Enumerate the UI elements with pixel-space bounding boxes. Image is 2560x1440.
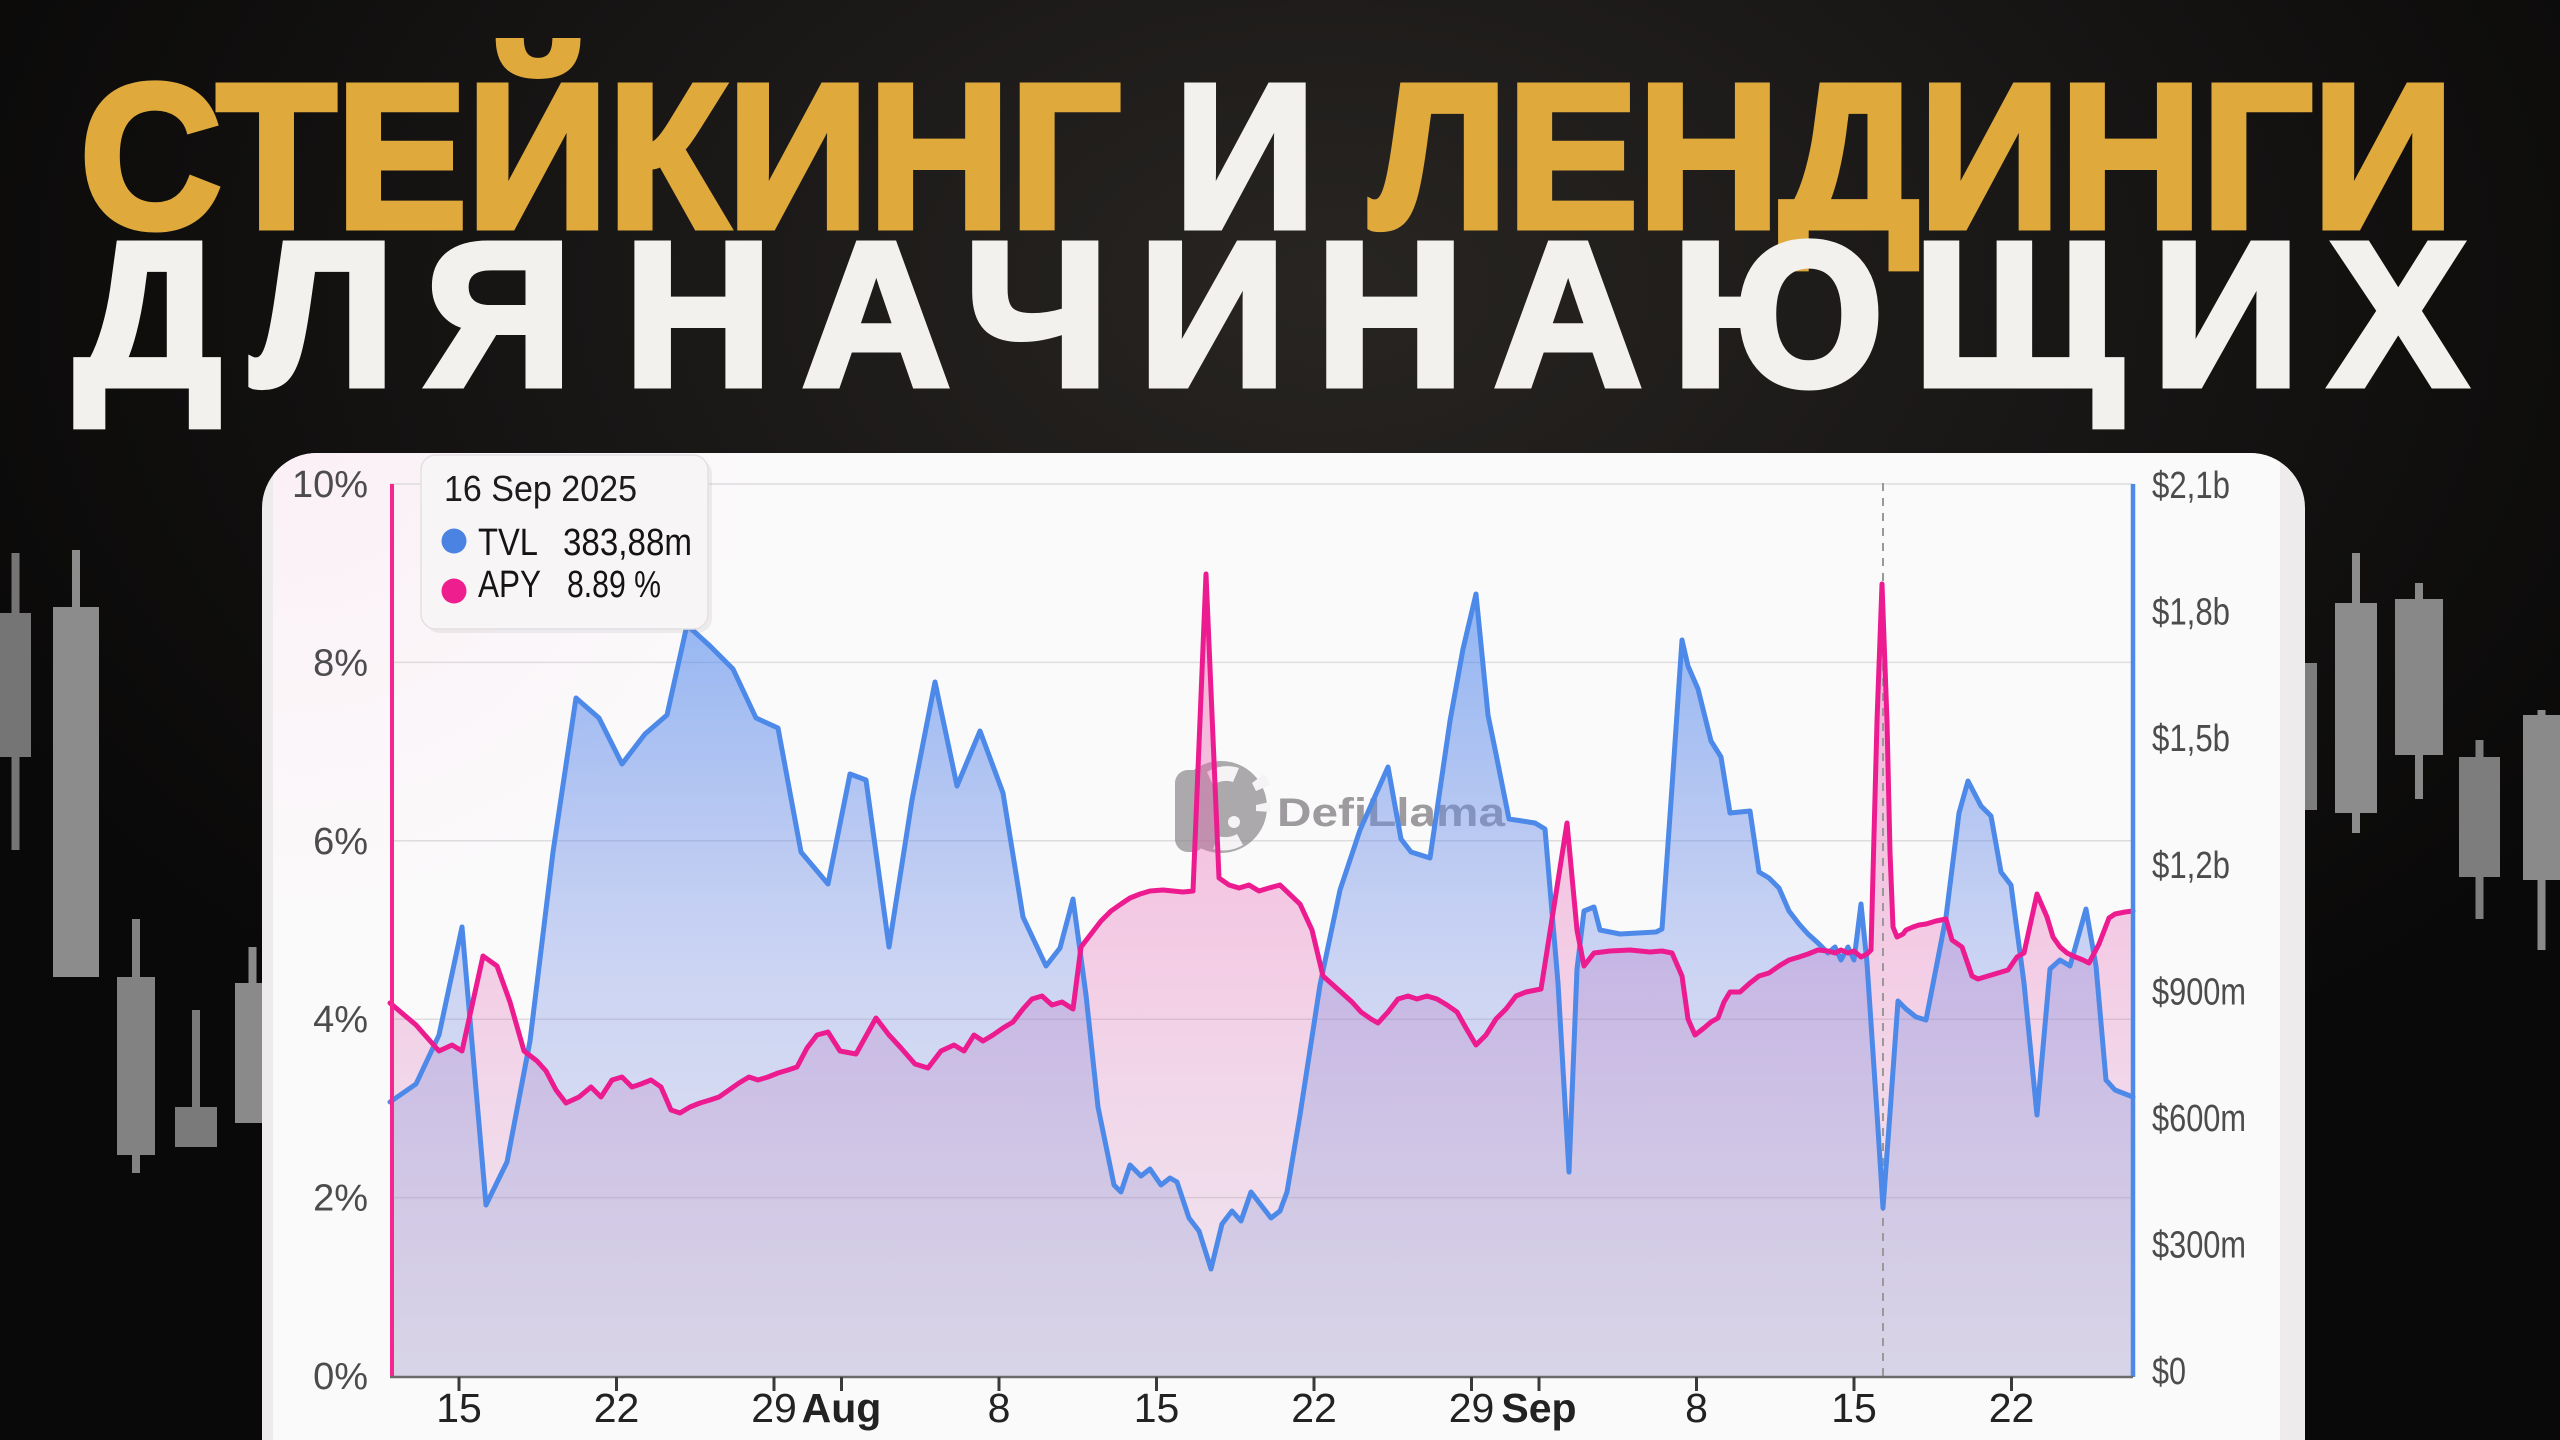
- svg-text:15: 15: [436, 1385, 482, 1431]
- svg-text:29: 29: [751, 1385, 797, 1431]
- svg-text:APY: APY: [478, 564, 541, 606]
- svg-text:Sep: Sep: [1501, 1385, 1576, 1431]
- svg-text:16 Sep 2025: 16 Sep 2025: [444, 468, 637, 509]
- svg-text:8: 8: [988, 1385, 1011, 1431]
- svg-text:$300m: $300m: [2152, 1225, 2246, 1267]
- svg-text:15: 15: [1134, 1385, 1180, 1431]
- svg-text:0%: 0%: [313, 1356, 368, 1398]
- svg-text:8: 8: [1685, 1385, 1708, 1431]
- svg-text:2%: 2%: [313, 1178, 368, 1220]
- svg-text:22: 22: [594, 1385, 640, 1431]
- svg-text:Aug: Aug: [802, 1385, 882, 1431]
- svg-text:10%: 10%: [292, 464, 368, 506]
- svg-text:22: 22: [1291, 1385, 1337, 1431]
- svg-text:$900m: $900m: [2152, 971, 2246, 1013]
- svg-text:$1,5b: $1,5b: [2152, 718, 2230, 760]
- svg-text:22: 22: [1989, 1385, 2035, 1431]
- svg-text:15: 15: [1831, 1385, 1877, 1431]
- svg-text:8%: 8%: [313, 642, 368, 684]
- svg-text:$600m: $600m: [2152, 1098, 2246, 1140]
- svg-text:TVL: TVL: [478, 522, 538, 564]
- svg-text:$1,8b: $1,8b: [2152, 592, 2230, 634]
- svg-text:$2,1b: $2,1b: [2152, 465, 2230, 507]
- svg-text:29: 29: [1449, 1385, 1495, 1431]
- svg-text:8.89 %: 8.89 %: [567, 564, 661, 606]
- svg-text:$0: $0: [2152, 1351, 2186, 1393]
- svg-text:4%: 4%: [313, 999, 368, 1041]
- svg-text:383,88m: 383,88m: [563, 522, 692, 564]
- svg-text:6%: 6%: [313, 821, 368, 863]
- svg-text:$1,2b: $1,2b: [2152, 845, 2230, 887]
